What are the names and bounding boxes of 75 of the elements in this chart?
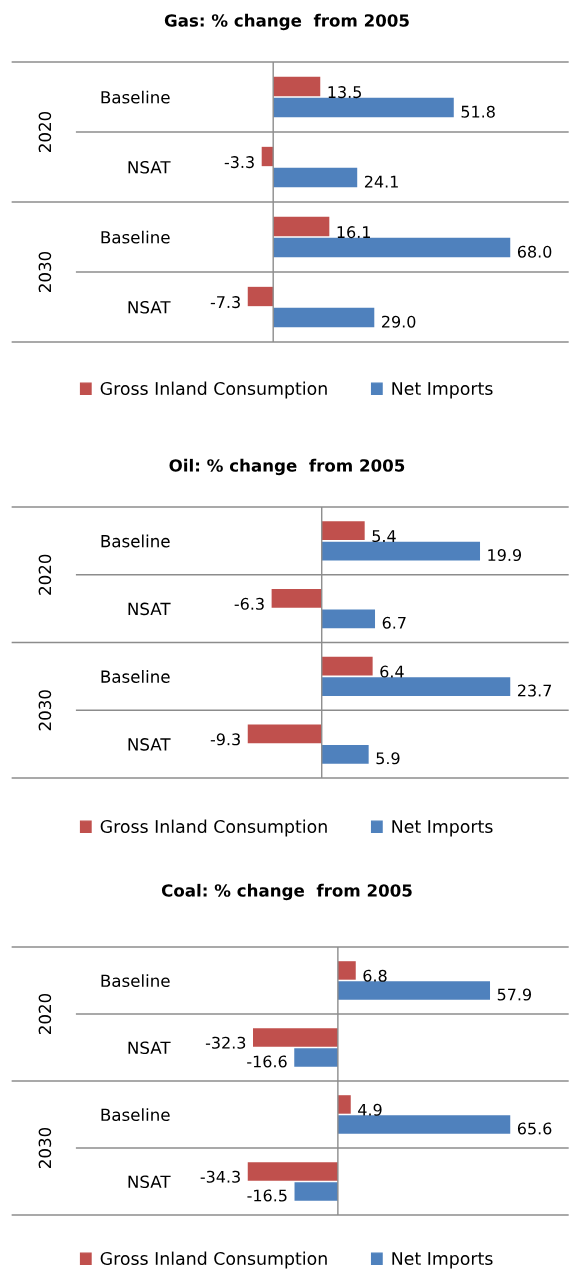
y-tick-label: NSAT [128, 300, 171, 314]
y-tick-label: NSAT [128, 1041, 171, 1055]
bar [294, 1182, 338, 1201]
bar [337, 981, 491, 1000]
y-tick-label: Baseline [101, 974, 170, 988]
y-tick-label: Baseline [101, 230, 170, 244]
legend-label: Gross Inland Consumption [100, 381, 327, 399]
bar [247, 286, 274, 307]
y-tick-label: Baseline [101, 670, 170, 683]
bar [273, 216, 330, 237]
bar [294, 1048, 338, 1067]
bar [273, 237, 511, 258]
data-label: 6.8 [363, 969, 387, 982]
chart-title: Gas: % change from 2005 [164, 13, 409, 31]
text: 2030 [38, 1127, 52, 1168]
data-label: -16.5 [247, 1189, 287, 1202]
bar [321, 609, 376, 629]
data-label: -6.3 [234, 597, 264, 610]
legend-label: Gross Inland Consumption [100, 819, 327, 837]
bar [337, 961, 356, 980]
bar [253, 1028, 338, 1047]
chart-title: Oil: % change from 2005 [169, 458, 405, 476]
bar [273, 97, 454, 118]
data-label: 13.5 [328, 86, 361, 99]
bar [273, 167, 358, 188]
bar [271, 589, 322, 608]
bar [337, 1095, 351, 1114]
data-label: 23.7 [517, 684, 552, 697]
data-label: -16.6 [247, 1055, 287, 1068]
bar [321, 744, 369, 764]
y-tick-label: NSAT [128, 602, 171, 616]
data-label: 65.6 [517, 1122, 552, 1135]
legend-label: Gross Inland Consumption [100, 1251, 327, 1269]
bar [273, 307, 375, 328]
data-label: 24.1 [364, 175, 398, 188]
bar [247, 1162, 338, 1181]
data-label: -34.3 [200, 1170, 240, 1183]
text: 2030 [38, 690, 52, 731]
bar [273, 76, 321, 97]
y-tick-label: Baseline [101, 90, 170, 104]
data-label: 6.7 [382, 616, 406, 629]
data-label: -3.3 [224, 156, 254, 169]
text: 2030 [38, 251, 52, 292]
bar [261, 146, 274, 167]
y-tick-label: NSAT [128, 738, 171, 751]
data-label: -32.3 [205, 1036, 246, 1049]
data-label: 68.0 [517, 245, 552, 258]
bar [321, 541, 481, 561]
text: 2020 [38, 554, 52, 595]
y-tick-label: Baseline [101, 1108, 170, 1122]
data-label: 57.9 [497, 988, 532, 1001]
data-label: 5.9 [376, 752, 400, 765]
y-tick-label: NSAT [128, 1175, 171, 1189]
text: 2020 [38, 993, 52, 1034]
legend-label: Net Imports [392, 820, 493, 837]
bar [321, 656, 373, 676]
data-label: 16.1 [337, 226, 370, 239]
bar [247, 724, 322, 744]
legend-label: Net Imports [392, 382, 493, 399]
text: 2020 [38, 111, 52, 152]
y-tick-label: NSAT [128, 160, 171, 174]
data-label: 6.4 [380, 665, 404, 678]
legend-label: Net Imports [392, 1252, 493, 1269]
data-label: -7.3 [210, 296, 240, 309]
data-label: 29.0 [382, 315, 416, 328]
data-label: 4.9 [358, 1103, 382, 1116]
bar [321, 677, 511, 696]
bar [321, 521, 365, 541]
bar [337, 1115, 511, 1134]
data-label: 19.9 [488, 549, 522, 562]
data-label: 5.4 [372, 530, 396, 543]
data-label: 51.8 [461, 105, 495, 118]
chart-title: Coal: % change from 2005 [161, 883, 412, 901]
data-label: -9.3 [210, 733, 240, 746]
y-tick-label: Baseline [101, 534, 170, 548]
